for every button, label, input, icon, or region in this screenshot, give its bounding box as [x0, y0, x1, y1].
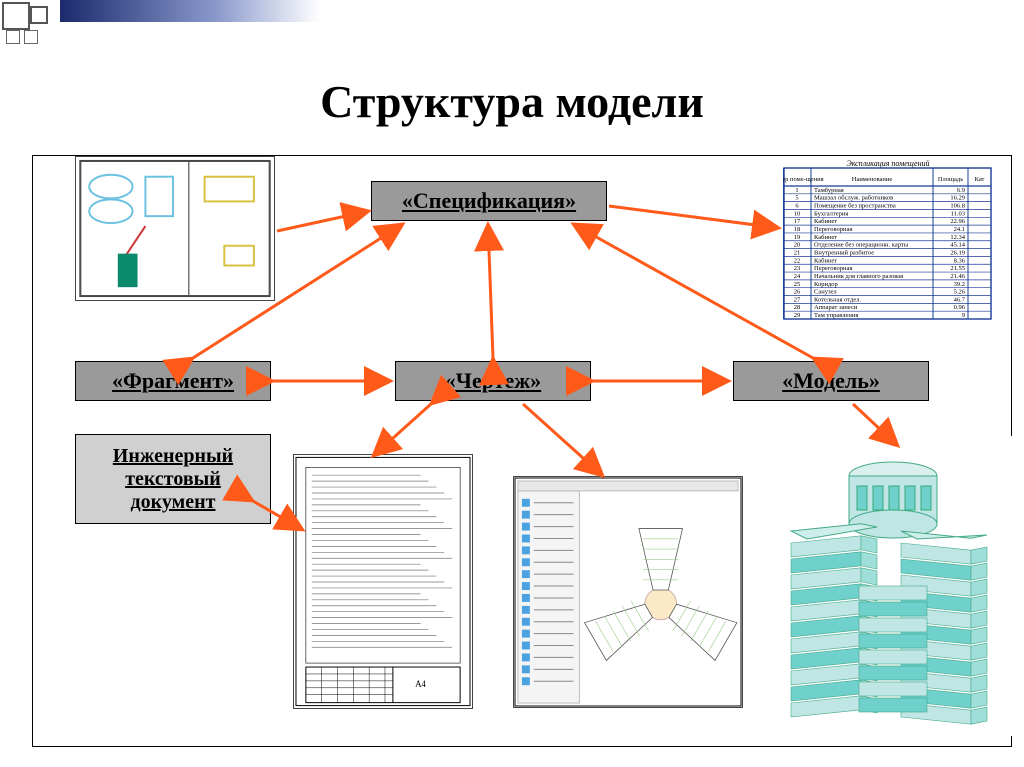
node-model: «Модель»: [733, 361, 929, 401]
svg-text:106.8: 106.8: [950, 203, 965, 210]
node-specification: «Спецификация»: [371, 181, 607, 221]
svg-text:Отделение без операционн. карт: Отделение без операционн. карты: [814, 242, 909, 249]
svg-text:45.14: 45.14: [950, 242, 965, 249]
svg-text:27: 27: [794, 296, 801, 303]
svg-text:Экспликация помещений: Экспликация помещений: [846, 159, 929, 168]
svg-text:Кабинет: Кабинет: [814, 257, 837, 264]
svg-text:17: 17: [794, 218, 801, 225]
svg-text:Аппарат занеси: Аппарат занеси: [814, 304, 858, 311]
thumbnail-spec-table: Экспликация помещений Номер поме-щения Наи…: [783, 156, 993, 321]
svg-text:1: 1: [795, 187, 798, 194]
svg-text:26.19: 26.19: [950, 249, 965, 256]
diagram-canvas: Экспликация помещений Номер поме-щения Наи…: [32, 155, 1012, 747]
svg-text:6: 6: [795, 203, 799, 210]
svg-text:Начальник для главного разовая: Начальник для главного разовая: [814, 273, 903, 280]
svg-text:Наименование: Наименование: [852, 176, 893, 183]
svg-text:26: 26: [794, 289, 801, 296]
svg-text:18: 18: [794, 226, 801, 233]
svg-text:Помещение без пространства: Помещение без пространства: [814, 203, 896, 210]
svg-text:Машзал обслуж. работников: Машзал обслуж. работников: [814, 195, 893, 202]
node-fragment: «Фрагмент»: [75, 361, 271, 401]
svg-text:6.9: 6.9: [957, 187, 965, 194]
node-drawing: «Чертеж»: [395, 361, 591, 401]
svg-text:8.36: 8.36: [954, 257, 966, 264]
svg-text:22: 22: [794, 257, 801, 264]
page-title: Структура модели: [0, 75, 1024, 128]
svg-text:А4: А4: [415, 679, 426, 689]
thumbnail-site-plan: [513, 476, 743, 708]
svg-text:39.2: 39.2: [954, 281, 965, 288]
svg-text:Номер поме-щения: Номер поме-щения: [783, 176, 824, 183]
svg-text:20: 20: [794, 242, 801, 249]
svg-text:5.26: 5.26: [954, 289, 966, 296]
svg-text:29: 29: [794, 312, 801, 319]
svg-text:12.34: 12.34: [950, 234, 965, 241]
node-engineering-text-document: Инженерный текстовый документ: [75, 434, 271, 524]
svg-text:0.96: 0.96: [954, 304, 966, 311]
svg-text:11.03: 11.03: [951, 210, 965, 217]
svg-text:Санузел: Санузел: [814, 289, 837, 296]
svg-text:Переговорная: Переговорная: [814, 265, 852, 272]
svg-text:5: 5: [795, 195, 798, 202]
svg-text:10: 10: [794, 210, 801, 217]
thumbnail-3d-building: [773, 436, 1013, 736]
svg-text:21.46: 21.46: [950, 273, 965, 280]
svg-text:Площадь: Площадь: [938, 176, 963, 183]
svg-text:Коридор: Коридор: [814, 281, 838, 288]
svg-text:Тамбурная: Тамбурная: [814, 187, 844, 194]
svg-text:21: 21: [794, 249, 801, 256]
svg-text:Котельная отдел.: Котельная отдел.: [814, 296, 861, 303]
svg-text:46.7: 46.7: [954, 296, 966, 303]
svg-text:23: 23: [794, 265, 801, 272]
svg-text:28: 28: [794, 304, 801, 311]
svg-text:21.55: 21.55: [950, 265, 965, 272]
svg-text:19: 19: [794, 234, 801, 241]
svg-text:22.96: 22.96: [950, 218, 965, 225]
svg-text:9: 9: [962, 312, 965, 319]
thumbnail-floorplan: [75, 156, 275, 301]
svg-text:Кабинет: Кабинет: [814, 234, 837, 241]
svg-text:Внутренний разбитое: Внутренний разбитое: [814, 249, 874, 256]
header-decoration: [0, 0, 320, 48]
thumbnail-text-document: А4: [293, 454, 473, 709]
svg-text:Кабинет: Кабинет: [814, 218, 837, 225]
svg-text:25: 25: [794, 281, 801, 288]
svg-text:24.1: 24.1: [954, 226, 965, 233]
svg-text:24: 24: [794, 273, 801, 280]
svg-text:Кат: Кат: [975, 176, 985, 183]
svg-text:Переговорная: Переговорная: [814, 226, 852, 233]
svg-text:16.29: 16.29: [950, 195, 965, 202]
svg-text:Бухгалтерия: Бухгалтерия: [814, 210, 848, 217]
svg-text:Там управления: Там управления: [814, 312, 858, 319]
